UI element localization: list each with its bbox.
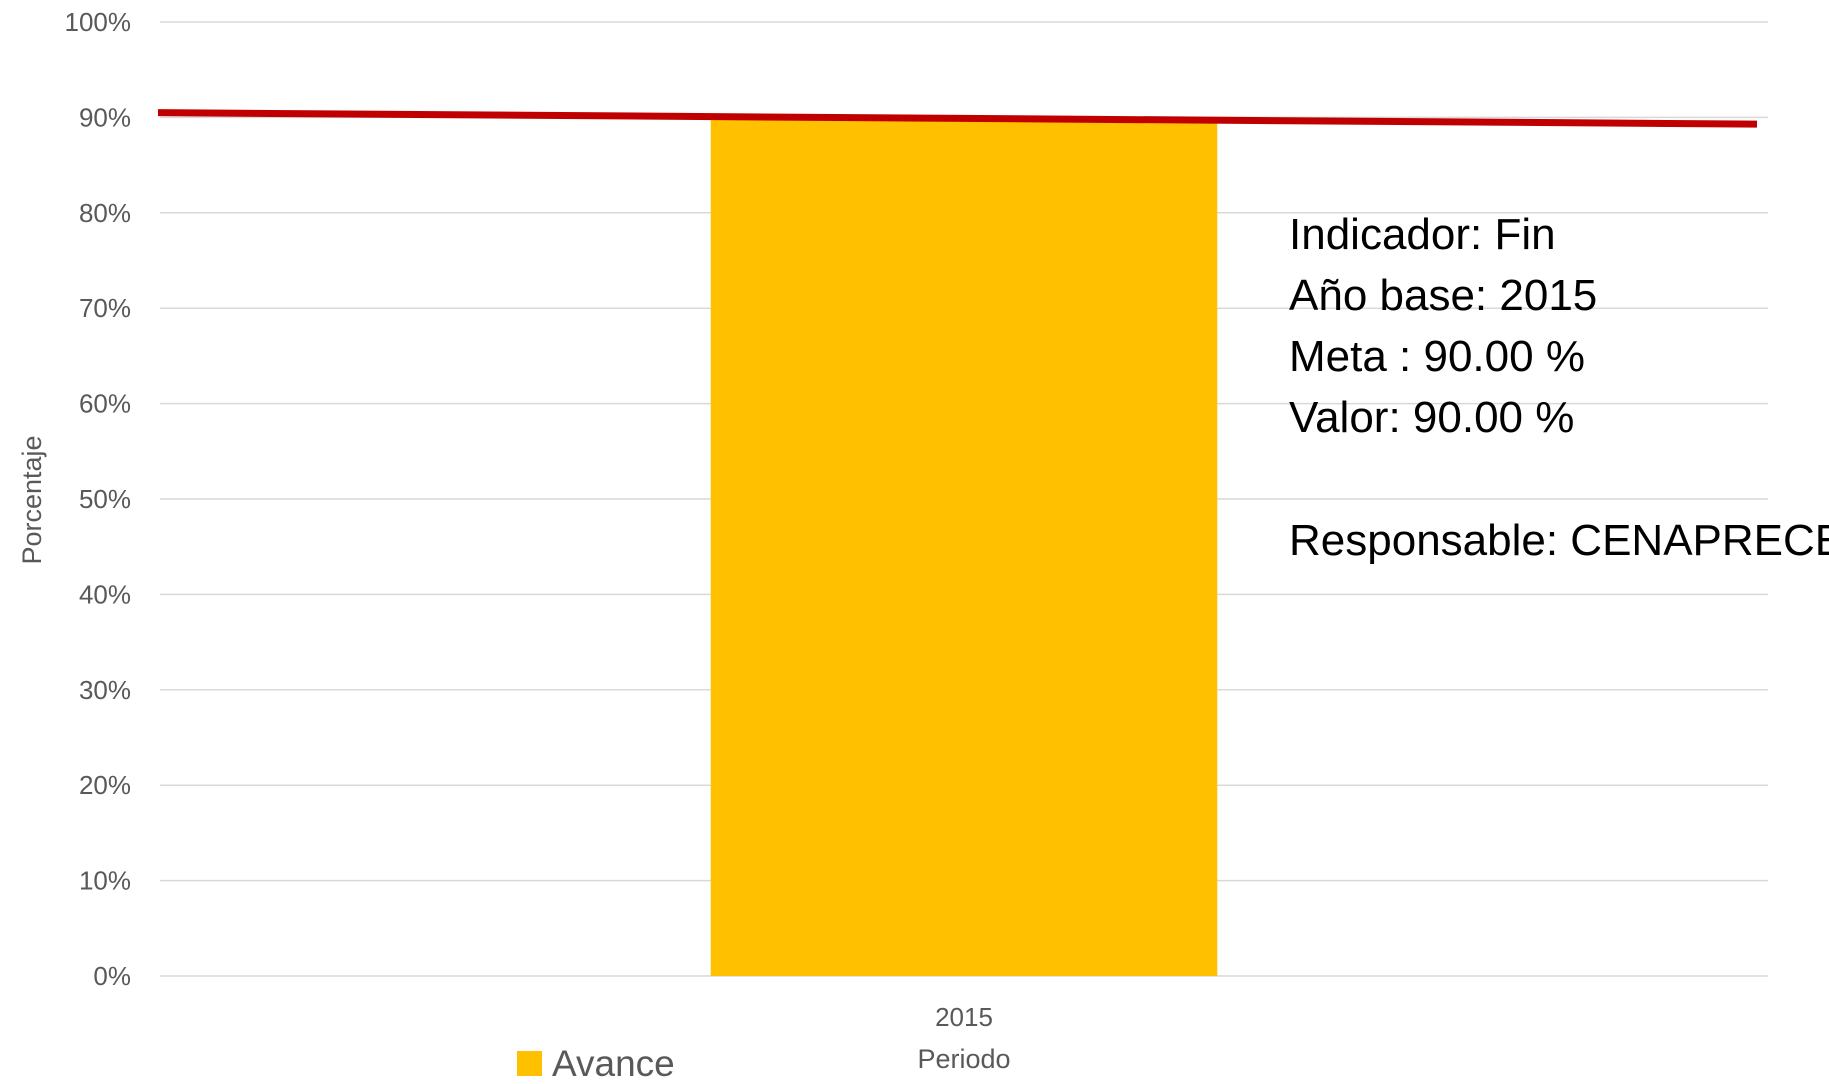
info-indicador: Indicador: Fin <box>1289 210 1556 259</box>
info-responsable: Responsable: CENAPRECE <box>1289 516 1829 565</box>
info-text-box: Indicador: Fin Año base: 2015 Meta : 90.… <box>1289 210 1829 565</box>
x-tick-label: 2015 <box>935 1002 993 1032</box>
legend-label-avance: Avance <box>552 1043 675 1084</box>
target-line-layer <box>157 109 1758 128</box>
info-ano-base: Año base: 2015 <box>1289 271 1597 320</box>
y-tick-label: 30% <box>79 675 131 705</box>
x-axis-title: Periodo <box>917 1044 1010 1074</box>
y-tick-label: 90% <box>79 102 131 132</box>
y-tick-label: 40% <box>79 579 131 609</box>
y-axis-title: Porcentaje <box>17 435 47 564</box>
y-axis-ticks: 0% 10% 20% 30% 40% 50% 60% 70% 80% 90% 100% <box>65 7 132 991</box>
bar-2015 <box>710 117 1218 976</box>
y-tick-label: 20% <box>79 770 131 800</box>
legend-swatch-avance <box>517 1051 542 1076</box>
y-tick-label: 10% <box>79 866 131 896</box>
y-tick-label: 80% <box>79 198 131 228</box>
y-tick-label: 0% <box>93 961 131 991</box>
info-meta: Meta : 90.00 % <box>1289 332 1585 381</box>
y-tick-label: 70% <box>79 293 131 323</box>
info-valor: Valor: 90.00 % <box>1289 393 1574 442</box>
y-tick-label: 50% <box>79 484 131 514</box>
legend: Avance <box>517 1043 675 1084</box>
target-line <box>157 109 1758 128</box>
y-tick-label: 60% <box>79 389 131 419</box>
bars <box>710 117 1218 976</box>
x-axis-ticks: 2015 <box>935 1002 993 1032</box>
y-tick-label: 100% <box>65 7 132 37</box>
